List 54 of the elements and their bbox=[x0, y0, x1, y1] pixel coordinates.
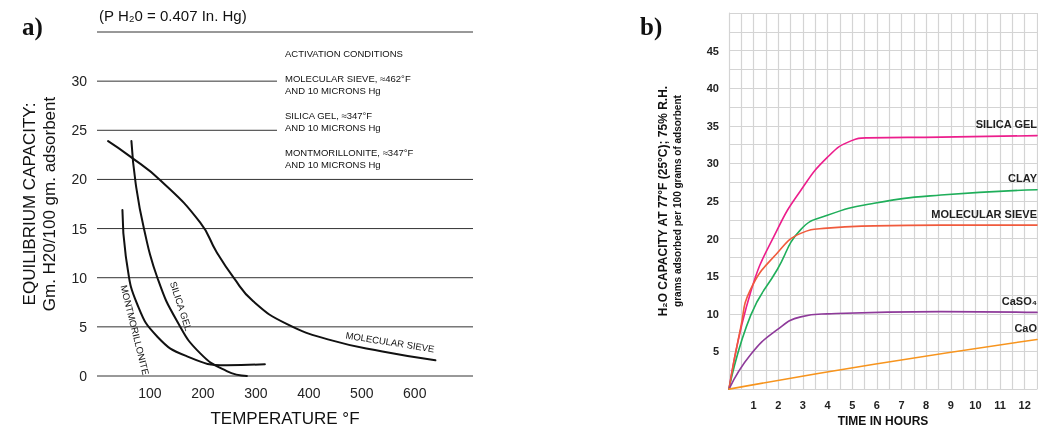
x-tick-label: 100 bbox=[138, 385, 162, 401]
annotation: ACTIVATION CONDITIONS bbox=[285, 47, 403, 59]
x-tick-label: 6 bbox=[873, 398, 880, 411]
y-tick-label: 40 bbox=[706, 82, 719, 95]
x-tick-label: 200 bbox=[191, 385, 215, 401]
series-label: SILICA GEL bbox=[975, 118, 1038, 131]
annotation: MONTMORILLONITE, ≈347°F AND 10 MICRONS Hg bbox=[285, 146, 414, 170]
line-series bbox=[728, 224, 1038, 390]
y-tick-label: 10 bbox=[71, 269, 88, 286]
annotation: SILICA GEL, ≈347°F AND 10 MICRONS Hg bbox=[285, 109, 381, 133]
x-tick-label: 500 bbox=[350, 385, 374, 401]
x-tick-label: 600 bbox=[403, 385, 427, 401]
x-tick-label: 9 bbox=[947, 398, 954, 411]
series-label: CaSO₄ bbox=[1001, 294, 1037, 307]
series-label: CLAY bbox=[1008, 172, 1038, 185]
y-axis-title: H₂O CAPACITY AT 77°F (25°C); 75% R.H. grams adsorbed per 100 grams of adsorbent bbox=[655, 85, 683, 317]
x-tick-label: 12 bbox=[1018, 398, 1031, 411]
series-label: CaO bbox=[1014, 321, 1038, 334]
y-tick-label: 20 bbox=[71, 171, 88, 188]
annotation: SILICA GEL bbox=[167, 279, 195, 333]
y-tick-label: 0 bbox=[79, 368, 88, 384]
chart-title: b) bbox=[640, 13, 663, 41]
x-tick-label: 4 bbox=[824, 398, 832, 411]
series-label: MOLECULAR SIEVE bbox=[931, 207, 1037, 220]
y-tick-label: 30 bbox=[71, 73, 88, 90]
x-tick-label: 400 bbox=[297, 385, 321, 401]
chart-title: a) bbox=[22, 13, 43, 41]
y-tick-label: 10 bbox=[706, 307, 719, 320]
y-tick-label: 20 bbox=[706, 232, 719, 245]
y-tick-label: 15 bbox=[71, 220, 88, 237]
y-tick-label: 25 bbox=[71, 122, 88, 139]
annotation: MOLECULAR SIEVE, ≈462°F AND 10 MICRONS Hg bbox=[285, 72, 411, 96]
y-tick-label: 5 bbox=[712, 345, 719, 358]
y-axis-title: EQUILIBRIUM CAPACITY: Gm. H20/100 gm. adsorbent bbox=[19, 96, 59, 312]
x-tick-label: 5 bbox=[849, 398, 856, 411]
x-tick-label: 300 bbox=[244, 385, 268, 401]
x-tick-label: 10 bbox=[969, 398, 982, 411]
x-axis-title: TIME IN HOURS bbox=[837, 414, 929, 428]
x-axis-title: TEMPERATURE °F bbox=[210, 409, 360, 428]
x-tick-label: 7 bbox=[898, 398, 905, 411]
y-tick-label: 5 bbox=[79, 318, 88, 335]
line-series bbox=[728, 310, 1038, 390]
x-tick-label: 3 bbox=[799, 398, 806, 411]
x-tick-label: 1 bbox=[750, 398, 757, 411]
chart-subtitle: (P H₂0 = 0.407 In. Hg) bbox=[99, 7, 247, 24]
y-tick-label: 30 bbox=[706, 157, 719, 170]
annotation: MOLECULAR SIEVE bbox=[344, 329, 436, 355]
x-tick-label: 2 bbox=[775, 398, 782, 411]
y-tick-label: 45 bbox=[706, 44, 719, 57]
x-tick-label: 11 bbox=[994, 398, 1006, 411]
x-tick-label: 8 bbox=[923, 398, 930, 411]
y-tick-label: 35 bbox=[706, 119, 719, 132]
y-tick-label: 15 bbox=[706, 270, 719, 283]
y-tick-label: 25 bbox=[706, 195, 719, 208]
